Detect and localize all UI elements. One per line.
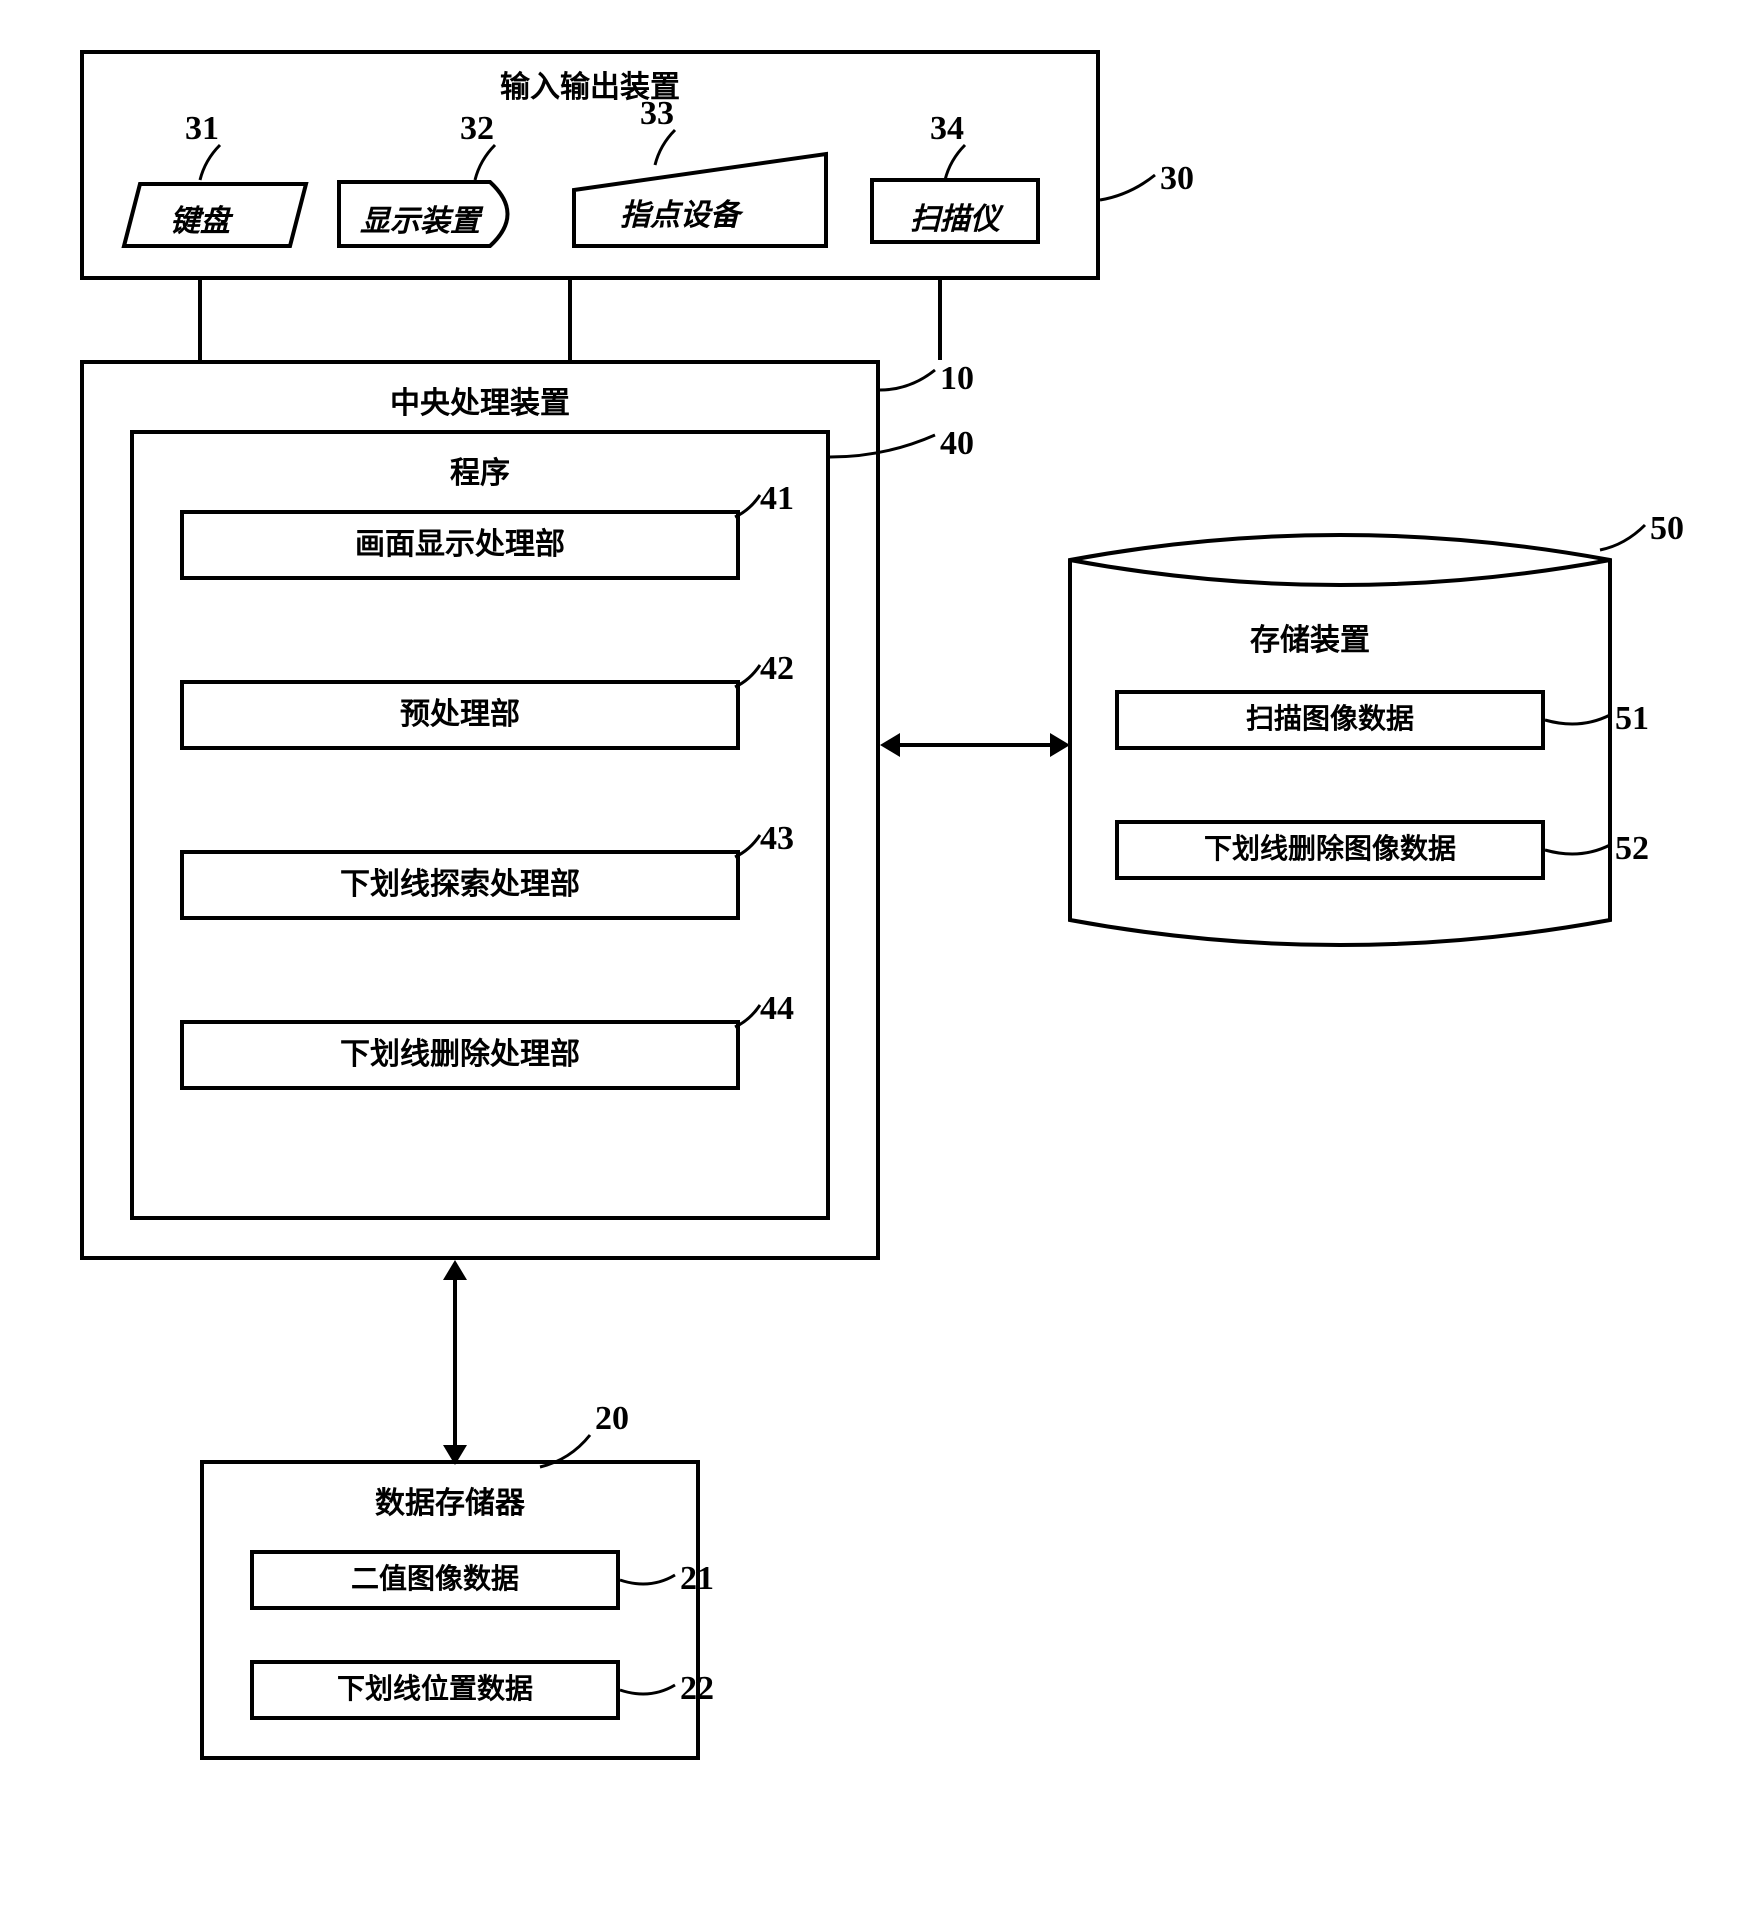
program-item-2-label: 预处理部 <box>400 698 520 731</box>
s2-lead <box>1545 835 1615 865</box>
storage-lead <box>1600 525 1650 555</box>
io-cpu-link <box>170 280 970 365</box>
cpu-title: 中央处理装置 <box>84 378 876 422</box>
program-item-2: 预处理部 <box>180 680 740 750</box>
storage-item-1: 扫描图像数据 <box>1115 690 1545 750</box>
program-item-2-ref: 42 <box>760 650 794 688</box>
program-item-4: 下划线删除处理部 <box>180 1020 740 1090</box>
memory-title: 数据存储器 <box>204 1478 696 1522</box>
io-device-lead <box>1100 170 1160 210</box>
keyboard-ref: 31 <box>185 110 219 148</box>
memory-item-1-label: 二值图像数据 <box>351 1564 519 1595</box>
pointing-ref: 33 <box>640 95 674 133</box>
storage-item-2-label: 下划线删除图像数据 <box>1204 834 1456 865</box>
storage-ref: 50 <box>1650 510 1684 548</box>
io-device-ref: 30 <box>1160 160 1194 198</box>
scanner-ref: 34 <box>930 110 964 148</box>
cpu-lead <box>880 370 940 400</box>
storage-title: 存储装置 <box>1250 615 1370 659</box>
memory-ref: 20 <box>595 1400 629 1438</box>
storage-item-1-ref: 51 <box>1615 700 1649 738</box>
program-item-1-ref: 41 <box>760 480 794 518</box>
io-device-title: 输入输出装置 <box>84 62 1096 106</box>
memory-item-2-ref: 22 <box>680 1670 714 1708</box>
program-item-3-label: 下划线探索处理部 <box>340 868 580 901</box>
storage-item-2: 下划线删除图像数据 <box>1115 820 1545 880</box>
program-item-3-ref: 43 <box>760 820 794 858</box>
diagram-canvas: 输入输出装置 键盘 31 显示装置 32 指点设备 33 扫描仪 34 30 中… <box>40 40 1704 1872</box>
cpu-ref: 10 <box>940 360 974 398</box>
memory-item-1: 二值图像数据 <box>250 1550 620 1610</box>
cpu-memory-link <box>435 1260 475 1465</box>
storage-item-1-label: 扫描图像数据 <box>1246 704 1414 735</box>
io-device-box: 输入输出装置 <box>80 50 1100 280</box>
pointing-label: 指点设备 <box>620 190 740 234</box>
display-label: 显示装置 <box>360 196 480 240</box>
keyboard-label: 键盘 <box>170 196 230 240</box>
program-item-3: 下划线探索处理部 <box>180 850 740 920</box>
memory-item-2-label: 下划线位置数据 <box>337 1674 533 1705</box>
scanner-label: 扫描仪 <box>874 194 1036 238</box>
cpu-storage-link <box>880 725 1070 765</box>
memory-item-1-ref: 21 <box>680 1560 714 1598</box>
memory-item-2: 下划线位置数据 <box>250 1660 620 1720</box>
program-title: 程序 <box>134 448 826 492</box>
display-ref: 32 <box>460 110 494 148</box>
program-item-4-ref: 44 <box>760 990 794 1028</box>
scanner-box: 扫描仪 <box>870 178 1040 244</box>
program-item-4-label: 下划线删除处理部 <box>340 1038 580 1071</box>
s1-lead <box>1545 705 1615 735</box>
program-item-1-label: 画面显示处理部 <box>355 528 565 561</box>
program-ref: 40 <box>940 425 974 463</box>
program-item-1: 画面显示处理部 <box>180 510 740 580</box>
storage-item-2-ref: 52 <box>1615 830 1649 868</box>
